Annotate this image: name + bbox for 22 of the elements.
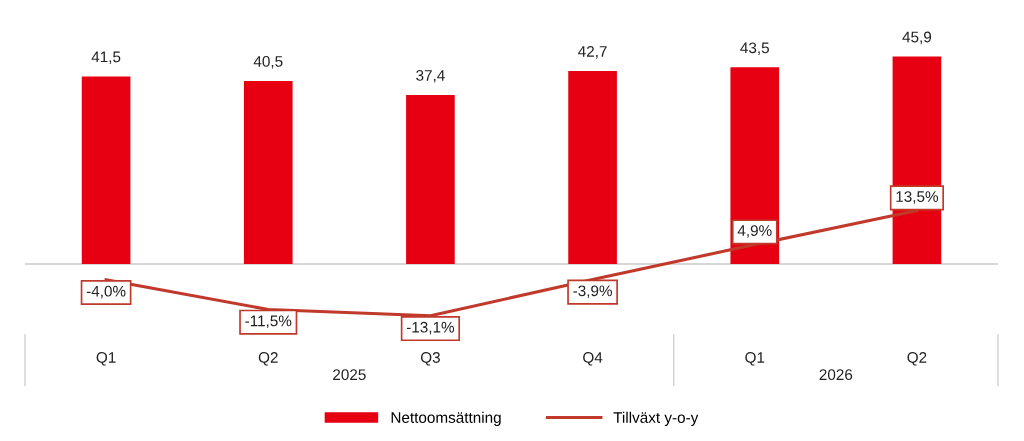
x-tick-label: Q1 xyxy=(745,352,765,366)
x-tick-label: Q1 xyxy=(96,352,116,366)
data-label: 42,7 xyxy=(578,46,607,59)
data-label: 43,5 xyxy=(740,42,769,56)
data-label: 37,4 xyxy=(416,69,445,83)
legend-label: Nettoomsättning xyxy=(391,411,501,426)
data-label: 40,5 xyxy=(253,55,283,69)
data-label: -4,0% xyxy=(86,285,126,299)
legend-label: Tillväxt y-o-y xyxy=(613,411,699,426)
data-label: -11,5% xyxy=(245,315,292,329)
data-label: 13,5% xyxy=(896,191,939,204)
data-label: 4,9% xyxy=(737,225,772,238)
x-tick-label: Q2 xyxy=(258,352,278,366)
x-tick-label: Q2 xyxy=(907,352,927,366)
text: 2025 xyxy=(333,369,366,381)
x-tick-label: Q3 xyxy=(420,352,440,366)
x-tick-label: Q4 xyxy=(583,352,603,366)
data-label: 41,5 xyxy=(91,51,121,65)
data-label: 45,9 xyxy=(902,31,932,45)
data-label: -13,1% xyxy=(406,321,455,335)
text: 2026 xyxy=(819,369,853,381)
data-label: -3,9% xyxy=(573,285,612,299)
